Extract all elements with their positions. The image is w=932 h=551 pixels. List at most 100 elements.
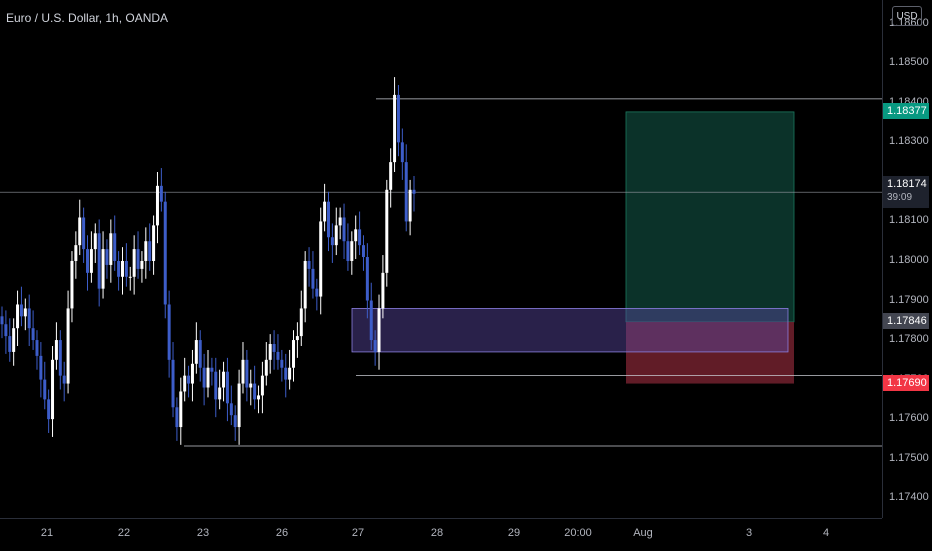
- candle: [280, 349, 284, 382]
- candle: [109, 219, 113, 283]
- candle-body: [128, 276, 132, 278]
- candle: [101, 231, 105, 299]
- candle-body: [249, 383, 253, 388]
- candle: [264, 342, 268, 386]
- candle-body: [148, 241, 152, 261]
- candle-body: [330, 237, 334, 246]
- candle: [171, 342, 175, 418]
- candle: [292, 330, 296, 382]
- candle: [86, 235, 90, 291]
- candle-body: [338, 217, 342, 226]
- candle-body: [124, 260, 128, 277]
- candle-body: [183, 375, 187, 392]
- horizontal-lines: [0, 98, 882, 447]
- time-tick-label: 20:00: [564, 527, 592, 539]
- candle-body: [8, 336, 12, 352]
- candle-body: [288, 367, 292, 380]
- time-axis[interactable]: 21 22 23 26 27 28 29 20:00 Aug 3 4: [0, 518, 882, 551]
- candle-body: [35, 340, 39, 356]
- candle: [381, 255, 385, 319]
- candle: [214, 357, 218, 418]
- candle-body: [113, 233, 117, 261]
- candle: [210, 357, 214, 386]
- candle: [404, 144, 408, 232]
- candle-body: [136, 249, 140, 269]
- candle: [31, 310, 35, 350]
- candle: [47, 389, 51, 433]
- candle: [155, 172, 159, 244]
- candle-body: [284, 367, 288, 380]
- candle: [257, 385, 261, 414]
- candle: [260, 361, 264, 414]
- candle: [62, 361, 66, 402]
- candle-body: [334, 225, 338, 246]
- candle: [78, 199, 82, 256]
- candle-body: [12, 328, 16, 352]
- price-chart[interactable]: [0, 0, 882, 518]
- candle: [272, 330, 276, 370]
- price-axis[interactable]: 1.186001.185001.184001.183001.182001.181…: [882, 0, 932, 518]
- candle-body: [346, 241, 350, 261]
- candle: [393, 77, 397, 173]
- candle: [19, 286, 23, 327]
- candle: [354, 215, 358, 259]
- candle-body: [206, 367, 210, 388]
- candle: [222, 361, 226, 402]
- candle: [198, 330, 202, 382]
- profit-zone: [625, 111, 795, 323]
- price-tick-label: 1.17800: [889, 333, 929, 346]
- candle: [342, 203, 346, 259]
- candle: [218, 369, 222, 410]
- candle-body: [51, 359, 55, 420]
- candle: [412, 175, 416, 212]
- time-tick-label: 28: [430, 527, 444, 539]
- candle-body: [155, 185, 159, 226]
- candle-body: [47, 399, 51, 420]
- candle: [303, 251, 307, 323]
- candle: [0, 306, 4, 339]
- candle-body: [140, 260, 144, 269]
- candle: [245, 349, 249, 402]
- currency-button[interactable]: USD: [892, 6, 922, 26]
- candle-body: [233, 415, 237, 428]
- candle-body: [260, 375, 264, 396]
- candle: [117, 251, 121, 291]
- candle: [276, 334, 280, 370]
- candle: [315, 278, 319, 311]
- candle: [183, 357, 187, 402]
- candle-body: [307, 260, 311, 269]
- candle-body: [276, 351, 280, 360]
- time-tick-label: Aug: [633, 527, 653, 539]
- candle-body: [54, 340, 58, 360]
- candle: [124, 243, 128, 287]
- candle-body: [89, 249, 93, 273]
- candle: [326, 191, 330, 252]
- candle-body: [43, 379, 47, 400]
- candle-body: [163, 201, 167, 305]
- candle: [39, 342, 43, 398]
- candle-body: [78, 217, 82, 246]
- candle-body: [144, 241, 148, 261]
- candle: [311, 251, 315, 299]
- candle-body: [152, 225, 156, 261]
- candle-body: [27, 308, 31, 329]
- candle-body: [350, 241, 354, 261]
- candle: [54, 322, 58, 370]
- candle: [408, 179, 412, 236]
- candle: [70, 251, 74, 323]
- candle-body: [210, 367, 214, 372]
- candle-body: [295, 336, 299, 341]
- candle-body: [381, 272, 385, 309]
- candle: [377, 294, 381, 370]
- candle: [249, 369, 253, 406]
- candle: [8, 318, 12, 362]
- candle-body: [229, 403, 233, 416]
- candle: [167, 290, 171, 378]
- candle-body: [369, 300, 373, 341]
- candle: [194, 322, 198, 374]
- candle: [229, 385, 233, 426]
- candle: [43, 361, 47, 410]
- candle: [206, 349, 210, 398]
- candle: [268, 334, 272, 374]
- candle-body: [120, 260, 124, 277]
